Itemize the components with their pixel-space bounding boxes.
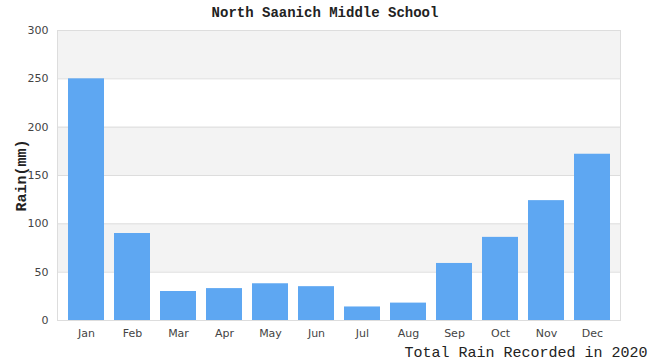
svg-text:0: 0 (42, 314, 49, 327)
svg-text:Feb: Feb (123, 327, 142, 340)
svg-text:300: 300 (28, 24, 49, 37)
svg-text:Sep: Sep (444, 327, 465, 340)
svg-text:Apr: Apr (215, 327, 235, 340)
svg-text:Dec: Dec (582, 327, 603, 340)
svg-text:Rain(mm): Rain(mm) (14, 139, 31, 211)
svg-text:50: 50 (35, 266, 49, 279)
svg-text:200: 200 (28, 121, 49, 134)
svg-text:250: 250 (28, 72, 49, 85)
svg-text:Jul: Jul (355, 327, 369, 340)
svg-text:Aug: Aug (398, 327, 419, 340)
html-text:North Saanich Middle School: North Saanich Middle School (211, 5, 439, 21)
svg-text:Mar: Mar (168, 327, 189, 340)
svg-text:Nov: Nov (536, 327, 558, 340)
svg-text:150: 150 (27, 169, 49, 182)
svg-text:Oct: Oct (491, 327, 511, 340)
svg-text:Total Rain Recorded in 2020: Total Rain Recorded in 2020 (404, 345, 647, 360)
svg-text:Jan: Jan (77, 327, 95, 340)
svg-text:May: May (259, 327, 282, 340)
svg-text:100: 100 (28, 217, 49, 230)
svg-text:Jun: Jun (307, 327, 325, 340)
